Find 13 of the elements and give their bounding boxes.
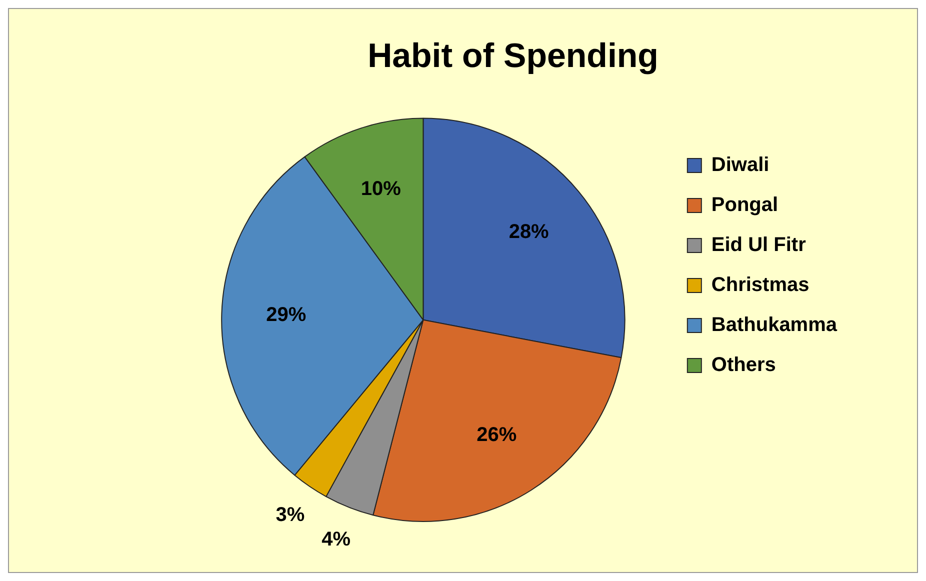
data-label: 28%	[508, 221, 550, 244]
legend-label: Christmas	[711, 274, 810, 296]
chart-title: Habit of Spending	[368, 36, 658, 75]
legend-label: Diwali	[711, 154, 770, 176]
data-label: 4%	[322, 528, 351, 550]
legend-label: Others	[711, 354, 776, 376]
data-label: 3%	[276, 504, 305, 526]
legend-label: Pongal	[711, 194, 778, 216]
data-label: 10%	[360, 178, 402, 200]
data-label: 29%	[266, 304, 306, 326]
legend-label: Eid Ul Fitr	[711, 234, 806, 256]
data-label: 26%	[476, 424, 517, 446]
legend-label: Bathukamma	[711, 314, 838, 336]
